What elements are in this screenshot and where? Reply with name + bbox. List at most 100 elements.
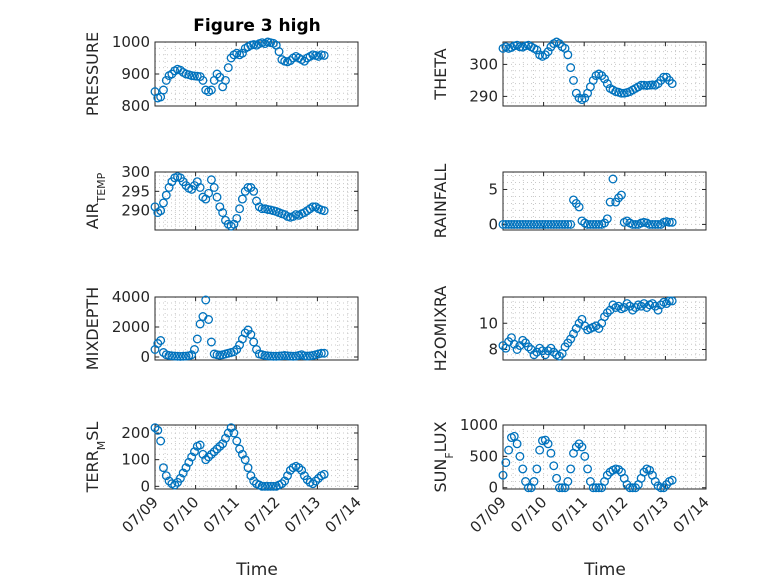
x-axis-label-right: Time [583,560,626,580]
data-point [294,463,304,473]
y-tick-label: 1000 [112,33,150,51]
data-point [501,219,511,229]
data-point [639,80,649,90]
x-axis-label-left: Time [235,560,278,580]
data-point [645,80,655,90]
data-point [319,50,329,60]
data-point [240,455,250,465]
x-tick-label: 07/14 [322,493,365,536]
data-point [215,441,225,451]
data-point [563,477,573,486]
data-point [204,452,214,462]
data-point [212,444,222,454]
data-point [515,341,525,351]
data-point [226,423,236,433]
y-axis-label: SUNFLUX [431,421,456,492]
data-point [647,299,657,309]
data-point [319,206,329,216]
data-point [249,186,259,196]
data-point [257,481,267,491]
data-point [518,464,528,474]
data-point [532,45,542,55]
data-point [229,428,239,438]
data-point [667,296,677,306]
data-point [532,464,542,474]
data-point [190,71,199,81]
y-axis-label: AIRTEMP [83,172,108,229]
data-point [549,219,559,229]
data-point [221,433,230,443]
subplot-rainfall: 0 5 RAINFALL [431,164,707,238]
data-point [195,440,205,450]
data-point [594,483,604,493]
data-point [178,351,188,361]
data-point [535,219,545,229]
y-tick-label: 800 [121,97,150,115]
data-point [316,348,326,358]
y-axis-label-main: H2OMIXRA [431,286,450,372]
data-point [631,303,640,312]
data-point [192,71,202,81]
data-point [266,351,276,361]
data-point [229,347,239,357]
data-point [170,351,180,361]
data-point [653,305,663,315]
data-point [647,219,657,229]
data-point [622,299,632,309]
data-point [280,476,290,486]
data-point [201,455,211,465]
data-point [583,219,593,229]
data-point [311,476,321,486]
y-tick-label: 300 [469,55,498,73]
data-point [498,470,508,480]
data-point [667,475,677,485]
data-point [175,473,185,483]
data-point [192,334,202,344]
data-point [285,56,295,66]
data-point [232,213,242,223]
data-point [164,351,174,360]
data-point [543,47,553,57]
subplot-h2omixra: 8 10 H2OMIXRA [431,286,707,372]
data-point [319,348,329,358]
data-point [529,477,539,486]
data-point [507,219,516,229]
data-point [252,345,261,354]
data-point [554,351,564,361]
data-point [577,442,587,452]
data-point [515,451,525,461]
y-axis-label-main: AIR [83,203,102,230]
data-point [600,74,609,84]
data-point [546,448,556,458]
y-axis-label: THETA [431,48,450,100]
data-point [277,351,287,361]
data-point [614,193,624,203]
y-axis-label: H2OMIXRA [431,286,450,372]
data-point [583,464,593,474]
data-point [585,219,595,229]
data-point [159,463,168,473]
y-tick-label: 0 [488,215,498,233]
data-point [274,47,284,57]
data-point [223,63,233,73]
data-point [156,206,166,216]
data-point [178,468,188,478]
data-point [605,305,615,315]
data-point [260,351,270,360]
data-point [594,324,604,333]
data-point [526,345,536,354]
data-point [271,351,281,361]
data-point [664,296,674,306]
data-point [580,93,590,103]
data-point [563,50,573,60]
data-point [523,483,533,493]
data-point [569,75,578,85]
data-point [667,79,677,89]
data-point [198,449,208,459]
axes-frame [502,296,707,361]
data-point [297,465,307,475]
data-point [268,351,278,361]
data-point [526,219,536,229]
data-point [602,308,612,318]
